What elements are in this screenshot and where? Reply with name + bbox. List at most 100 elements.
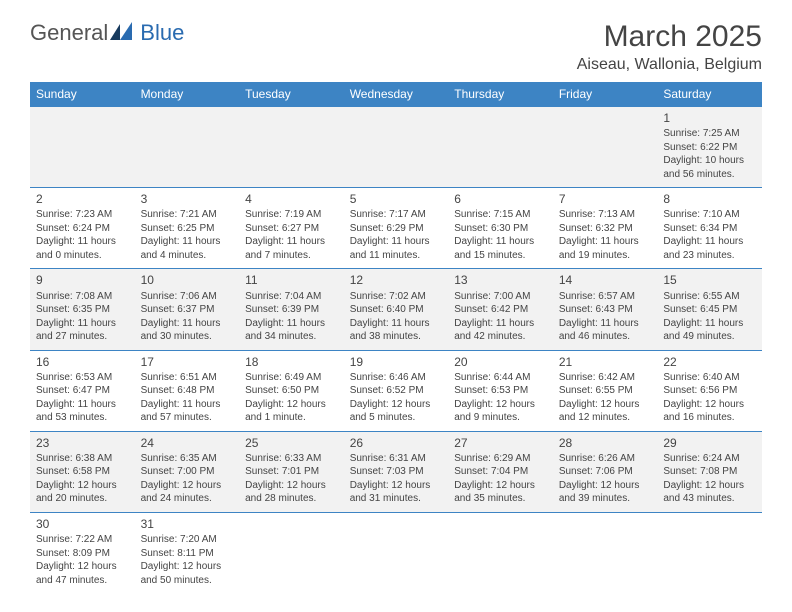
day-number: 4 xyxy=(245,191,338,207)
day-cell: 16Sunrise: 6:53 AMSunset: 6:47 PMDayligh… xyxy=(30,350,135,431)
sunset-text: Sunset: 6:22 PM xyxy=(663,141,756,155)
day-number: 19 xyxy=(350,354,443,370)
table-row: 1Sunrise: 7:25 AMSunset: 6:22 PMDaylight… xyxy=(30,107,762,188)
day-number: 13 xyxy=(454,272,547,288)
sunset-text: Sunset: 8:11 PM xyxy=(141,547,234,561)
day-cell xyxy=(344,512,449,593)
day-number: 17 xyxy=(141,354,234,370)
day-cell xyxy=(344,107,449,188)
day-number: 31 xyxy=(141,516,234,532)
day-number: 22 xyxy=(663,354,756,370)
day-cell: 5Sunrise: 7:17 AMSunset: 6:29 PMDaylight… xyxy=(344,188,449,269)
day2-text: and 31 minutes. xyxy=(350,492,443,506)
day1-text: Daylight: 11 hours xyxy=(559,235,652,249)
day-number: 18 xyxy=(245,354,338,370)
day1-text: Daylight: 11 hours xyxy=(350,317,443,331)
sunrise-text: Sunrise: 6:44 AM xyxy=(454,371,547,385)
sunset-text: Sunset: 6:55 PM xyxy=(559,384,652,398)
day2-text: and 7 minutes. xyxy=(245,249,338,263)
sunrise-text: Sunrise: 7:13 AM xyxy=(559,208,652,222)
day-cell: 2Sunrise: 7:23 AMSunset: 6:24 PMDaylight… xyxy=(30,188,135,269)
day-header: Wednesday xyxy=(344,82,449,107)
sunrise-text: Sunrise: 7:22 AM xyxy=(36,533,129,547)
day-cell: 26Sunrise: 6:31 AMSunset: 7:03 PMDayligh… xyxy=(344,431,449,512)
day-number: 25 xyxy=(245,435,338,451)
calendar-body: 1Sunrise: 7:25 AMSunset: 6:22 PMDaylight… xyxy=(30,107,762,594)
sunrise-text: Sunrise: 6:42 AM xyxy=(559,371,652,385)
day-cell: 13Sunrise: 7:00 AMSunset: 6:42 PMDayligh… xyxy=(448,269,553,350)
day-cell: 17Sunrise: 6:51 AMSunset: 6:48 PMDayligh… xyxy=(135,350,240,431)
day-cell: 8Sunrise: 7:10 AMSunset: 6:34 PMDaylight… xyxy=(657,188,762,269)
day-number: 21 xyxy=(559,354,652,370)
day-cell: 7Sunrise: 7:13 AMSunset: 6:32 PMDaylight… xyxy=(553,188,658,269)
day2-text: and 49 minutes. xyxy=(663,330,756,344)
location-text: Aiseau, Wallonia, Belgium xyxy=(577,56,762,74)
sunrise-text: Sunrise: 7:21 AM xyxy=(141,208,234,222)
day-cell: 30Sunrise: 7:22 AMSunset: 8:09 PMDayligh… xyxy=(30,512,135,593)
day2-text: and 50 minutes. xyxy=(141,574,234,588)
sunrise-text: Sunrise: 6:31 AM xyxy=(350,452,443,466)
table-row: 30Sunrise: 7:22 AMSunset: 8:09 PMDayligh… xyxy=(30,512,762,593)
sunset-text: Sunset: 7:04 PM xyxy=(454,465,547,479)
day-number: 6 xyxy=(454,191,547,207)
sunrise-text: Sunrise: 6:49 AM xyxy=(245,371,338,385)
day2-text: and 15 minutes. xyxy=(454,249,547,263)
day2-text: and 5 minutes. xyxy=(350,411,443,425)
day1-text: Daylight: 12 hours xyxy=(141,560,234,574)
day2-text: and 27 minutes. xyxy=(36,330,129,344)
day-header: Saturday xyxy=(657,82,762,107)
sunrise-text: Sunrise: 7:08 AM xyxy=(36,290,129,304)
day1-text: Daylight: 12 hours xyxy=(245,479,338,493)
day1-text: Daylight: 11 hours xyxy=(36,235,129,249)
day-number: 14 xyxy=(559,272,652,288)
sunrise-text: Sunrise: 6:40 AM xyxy=(663,371,756,385)
sunset-text: Sunset: 6:47 PM xyxy=(36,384,129,398)
day-cell: 20Sunrise: 6:44 AMSunset: 6:53 PMDayligh… xyxy=(448,350,553,431)
sunset-text: Sunset: 6:50 PM xyxy=(245,384,338,398)
sunset-text: Sunset: 6:27 PM xyxy=(245,222,338,236)
day-number: 26 xyxy=(350,435,443,451)
day1-text: Daylight: 11 hours xyxy=(245,317,338,331)
sunrise-text: Sunrise: 6:24 AM xyxy=(663,452,756,466)
day-cell: 14Sunrise: 6:57 AMSunset: 6:43 PMDayligh… xyxy=(553,269,658,350)
day-cell xyxy=(135,107,240,188)
day1-text: Daylight: 11 hours xyxy=(663,235,756,249)
day-number: 5 xyxy=(350,191,443,207)
day-number: 12 xyxy=(350,272,443,288)
calendar-table: Sunday Monday Tuesday Wednesday Thursday… xyxy=(30,82,762,593)
sunset-text: Sunset: 6:53 PM xyxy=(454,384,547,398)
sunset-text: Sunset: 6:39 PM xyxy=(245,303,338,317)
day1-text: Daylight: 12 hours xyxy=(454,398,547,412)
day1-text: Daylight: 12 hours xyxy=(559,398,652,412)
sunrise-text: Sunrise: 7:04 AM xyxy=(245,290,338,304)
day-cell: 21Sunrise: 6:42 AMSunset: 6:55 PMDayligh… xyxy=(553,350,658,431)
sunrise-text: Sunrise: 7:25 AM xyxy=(663,127,756,141)
day2-text: and 35 minutes. xyxy=(454,492,547,506)
sunrise-text: Sunrise: 7:20 AM xyxy=(141,533,234,547)
day1-text: Daylight: 11 hours xyxy=(245,235,338,249)
day-header-row: Sunday Monday Tuesday Wednesday Thursday… xyxy=(30,82,762,107)
day2-text: and 9 minutes. xyxy=(454,411,547,425)
sunset-text: Sunset: 6:58 PM xyxy=(36,465,129,479)
sunset-text: Sunset: 6:35 PM xyxy=(36,303,129,317)
day-number: 20 xyxy=(454,354,547,370)
day2-text: and 4 minutes. xyxy=(141,249,234,263)
day2-text: and 34 minutes. xyxy=(245,330,338,344)
day2-text: and 24 minutes. xyxy=(141,492,234,506)
day1-text: Daylight: 12 hours xyxy=(141,479,234,493)
day-cell: 27Sunrise: 6:29 AMSunset: 7:04 PMDayligh… xyxy=(448,431,553,512)
day2-text: and 28 minutes. xyxy=(245,492,338,506)
day-number: 24 xyxy=(141,435,234,451)
day-number: 29 xyxy=(663,435,756,451)
day2-text: and 42 minutes. xyxy=(454,330,547,344)
day2-text: and 39 minutes. xyxy=(559,492,652,506)
sunrise-text: Sunrise: 6:33 AM xyxy=(245,452,338,466)
day-cell xyxy=(239,107,344,188)
day-cell xyxy=(553,512,658,593)
day-number: 30 xyxy=(36,516,129,532)
day-cell xyxy=(553,107,658,188)
sunrise-text: Sunrise: 6:29 AM xyxy=(454,452,547,466)
day1-text: Daylight: 12 hours xyxy=(559,479,652,493)
day-cell: 4Sunrise: 7:19 AMSunset: 6:27 PMDaylight… xyxy=(239,188,344,269)
day-cell: 9Sunrise: 7:08 AMSunset: 6:35 PMDaylight… xyxy=(30,269,135,350)
